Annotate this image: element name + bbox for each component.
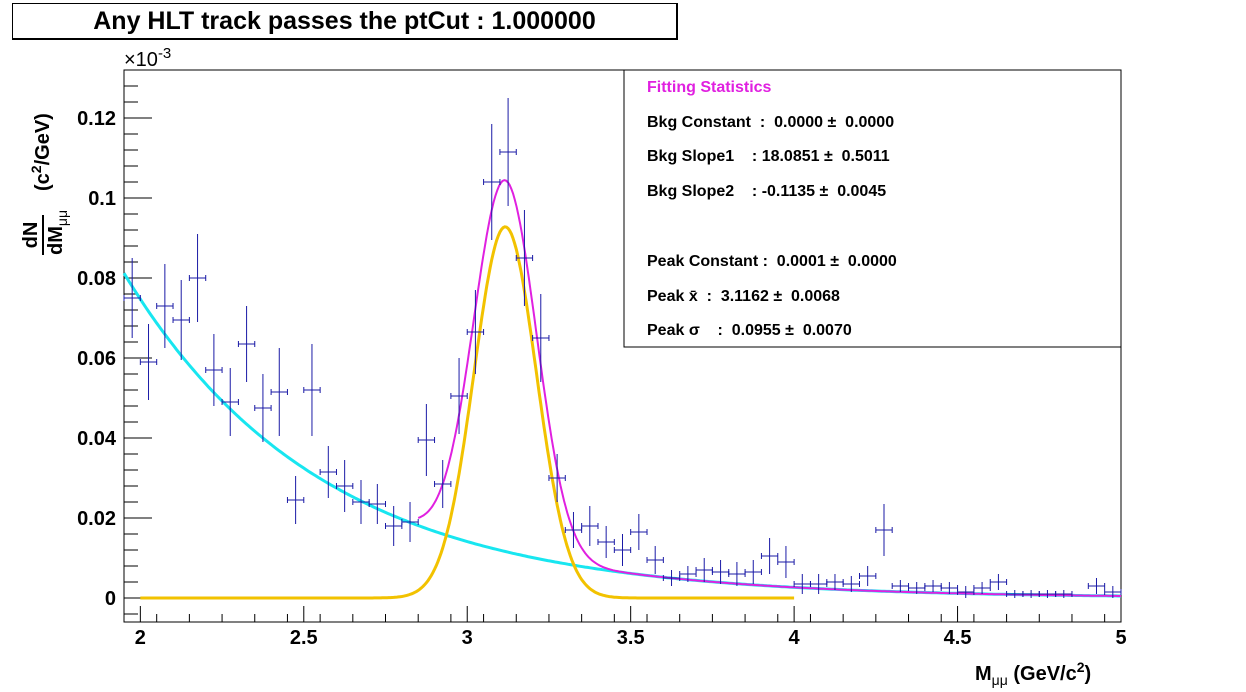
data-point bbox=[483, 124, 501, 240]
data-point bbox=[1104, 586, 1122, 598]
y-tick-label: 0.04 bbox=[77, 428, 117, 450]
stats-line: Bkg Constant : 0.0000 ± 0.0000 bbox=[647, 114, 894, 131]
y-axis: 0 0.02 0.04 0.06 0.08 0.1 0.12 bbox=[77, 85, 152, 615]
data-point bbox=[1087, 578, 1106, 594]
svg-text:dN: dN bbox=[20, 222, 42, 249]
data-point bbox=[368, 484, 387, 524]
peak-fit-curve bbox=[140, 225, 795, 600]
data-point bbox=[777, 546, 795, 578]
stats-box: Fitting Statistics Bkg Constant : 0.0000… bbox=[623, 69, 1122, 348]
data-point bbox=[695, 558, 713, 582]
data-point bbox=[303, 344, 321, 436]
x-tick-label: 4 bbox=[789, 627, 801, 649]
data-point bbox=[744, 560, 762, 584]
y-tick-label: 0.08 bbox=[77, 268, 116, 290]
data-point bbox=[499, 98, 517, 206]
svg-text:dMμμ: dMμμ bbox=[45, 210, 70, 255]
y-scale-label: ×10-3 bbox=[124, 45, 171, 71]
y-tick-label: 0.06 bbox=[77, 348, 116, 370]
data-point bbox=[858, 566, 877, 586]
data-point bbox=[842, 576, 860, 592]
data-point bbox=[156, 264, 174, 348]
data-point bbox=[973, 582, 991, 594]
x-axis-label: Mμμ (GeV/c2) bbox=[975, 659, 1091, 688]
y-tick-label: 0 bbox=[105, 588, 116, 610]
data-point bbox=[662, 570, 681, 586]
data-point bbox=[957, 586, 975, 598]
stats-line: Peak Constant : 0.0001 ± 0.0000 bbox=[647, 253, 897, 270]
data-point bbox=[1022, 590, 1040, 598]
data-point bbox=[417, 404, 436, 476]
svg-text:(c2/GeV): (c2/GeV) bbox=[28, 113, 54, 191]
data-point bbox=[205, 334, 223, 406]
data-point bbox=[548, 454, 566, 502]
data-point bbox=[139, 324, 158, 400]
data-point bbox=[532, 294, 550, 382]
x-axis: 2 2.5 3 3.5 4 4.5 5 bbox=[123, 606, 1127, 649]
data-point bbox=[221, 368, 239, 436]
y-tick-label: 0.02 bbox=[77, 508, 116, 530]
data-point bbox=[434, 460, 452, 508]
chart-title: Any HLT track passes the ptCut : 1.00000… bbox=[12, 3, 678, 40]
svg-text:Mμμ (GeV/c2): Mμμ (GeV/c2) bbox=[975, 659, 1091, 688]
data-point bbox=[466, 290, 485, 374]
data-point bbox=[254, 374, 272, 442]
total-fit-curve bbox=[417, 179, 1121, 597]
stats-line: Bkg Slope2 : -0.1135 ± 0.0045 bbox=[647, 183, 886, 200]
x-tick-label: 5 bbox=[1115, 627, 1126, 649]
data-point bbox=[286, 476, 305, 524]
data-point bbox=[450, 358, 468, 434]
x-tick-label: 2.5 bbox=[290, 627, 318, 649]
data-point bbox=[679, 566, 697, 582]
data-point bbox=[581, 506, 599, 546]
data-point bbox=[172, 280, 190, 360]
x-tick-label: 3.5 bbox=[617, 627, 645, 649]
data-point bbox=[793, 574, 811, 594]
data-point bbox=[1055, 590, 1073, 598]
stats-line: Peak x̄ : 3.1162 ± 0.0068 bbox=[647, 288, 840, 305]
data-point bbox=[809, 574, 828, 594]
data-point bbox=[597, 526, 615, 558]
stats-line: Bkg Slope1 : 18.0851 ± 0.5011 bbox=[647, 148, 890, 165]
data-point bbox=[270, 348, 288, 436]
data-point bbox=[989, 574, 1008, 590]
x-tick-label: 4.5 bbox=[944, 627, 972, 649]
fit-curves bbox=[122, 179, 1121, 600]
x-tick-label: 2 bbox=[135, 627, 146, 649]
data-point bbox=[319, 446, 337, 498]
data-point bbox=[335, 460, 354, 512]
x-tick-label: 3 bbox=[462, 627, 473, 649]
data-points bbox=[123, 98, 1122, 598]
data-point bbox=[613, 534, 632, 566]
data-point bbox=[630, 514, 648, 550]
data-point bbox=[924, 580, 942, 592]
data-point bbox=[875, 504, 893, 556]
data-point bbox=[237, 306, 256, 382]
data-point bbox=[188, 234, 207, 322]
data-point bbox=[352, 480, 370, 524]
stats-title: Fitting Statistics bbox=[647, 79, 772, 96]
data-point bbox=[123, 258, 141, 338]
data-point bbox=[760, 538, 779, 574]
data-point bbox=[515, 210, 534, 306]
stats-line: Peak σ : 0.0955 ± 0.0070 bbox=[647, 322, 852, 339]
y-tick-label: 0.12 bbox=[77, 108, 116, 130]
data-point bbox=[1038, 590, 1057, 598]
data-point bbox=[711, 560, 730, 584]
y-tick-label: 0.1 bbox=[88, 188, 116, 210]
data-point bbox=[401, 502, 419, 542]
data-point bbox=[1006, 590, 1024, 598]
data-point bbox=[646, 546, 664, 574]
y-axis-label: dN dMμμ (c2/GeV) bbox=[20, 113, 70, 255]
